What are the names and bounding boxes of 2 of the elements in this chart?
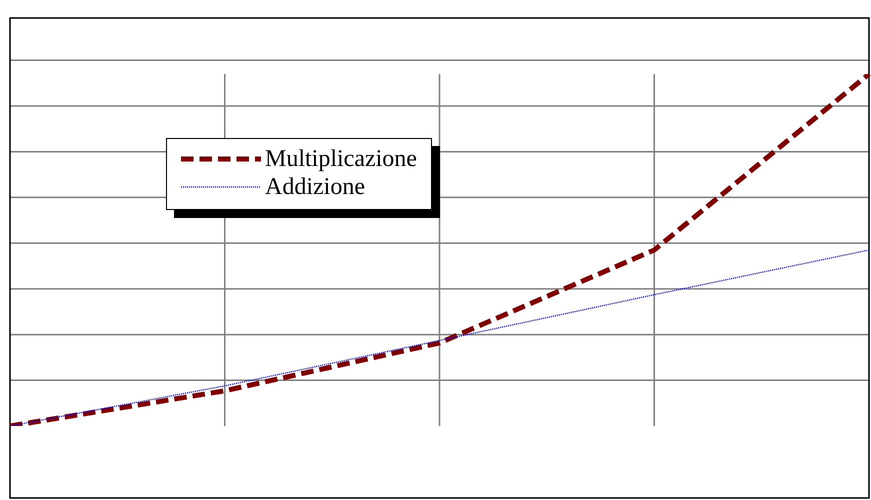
legend-label: Addizione xyxy=(265,174,365,200)
legend-label: Multiplicazione xyxy=(265,146,417,172)
